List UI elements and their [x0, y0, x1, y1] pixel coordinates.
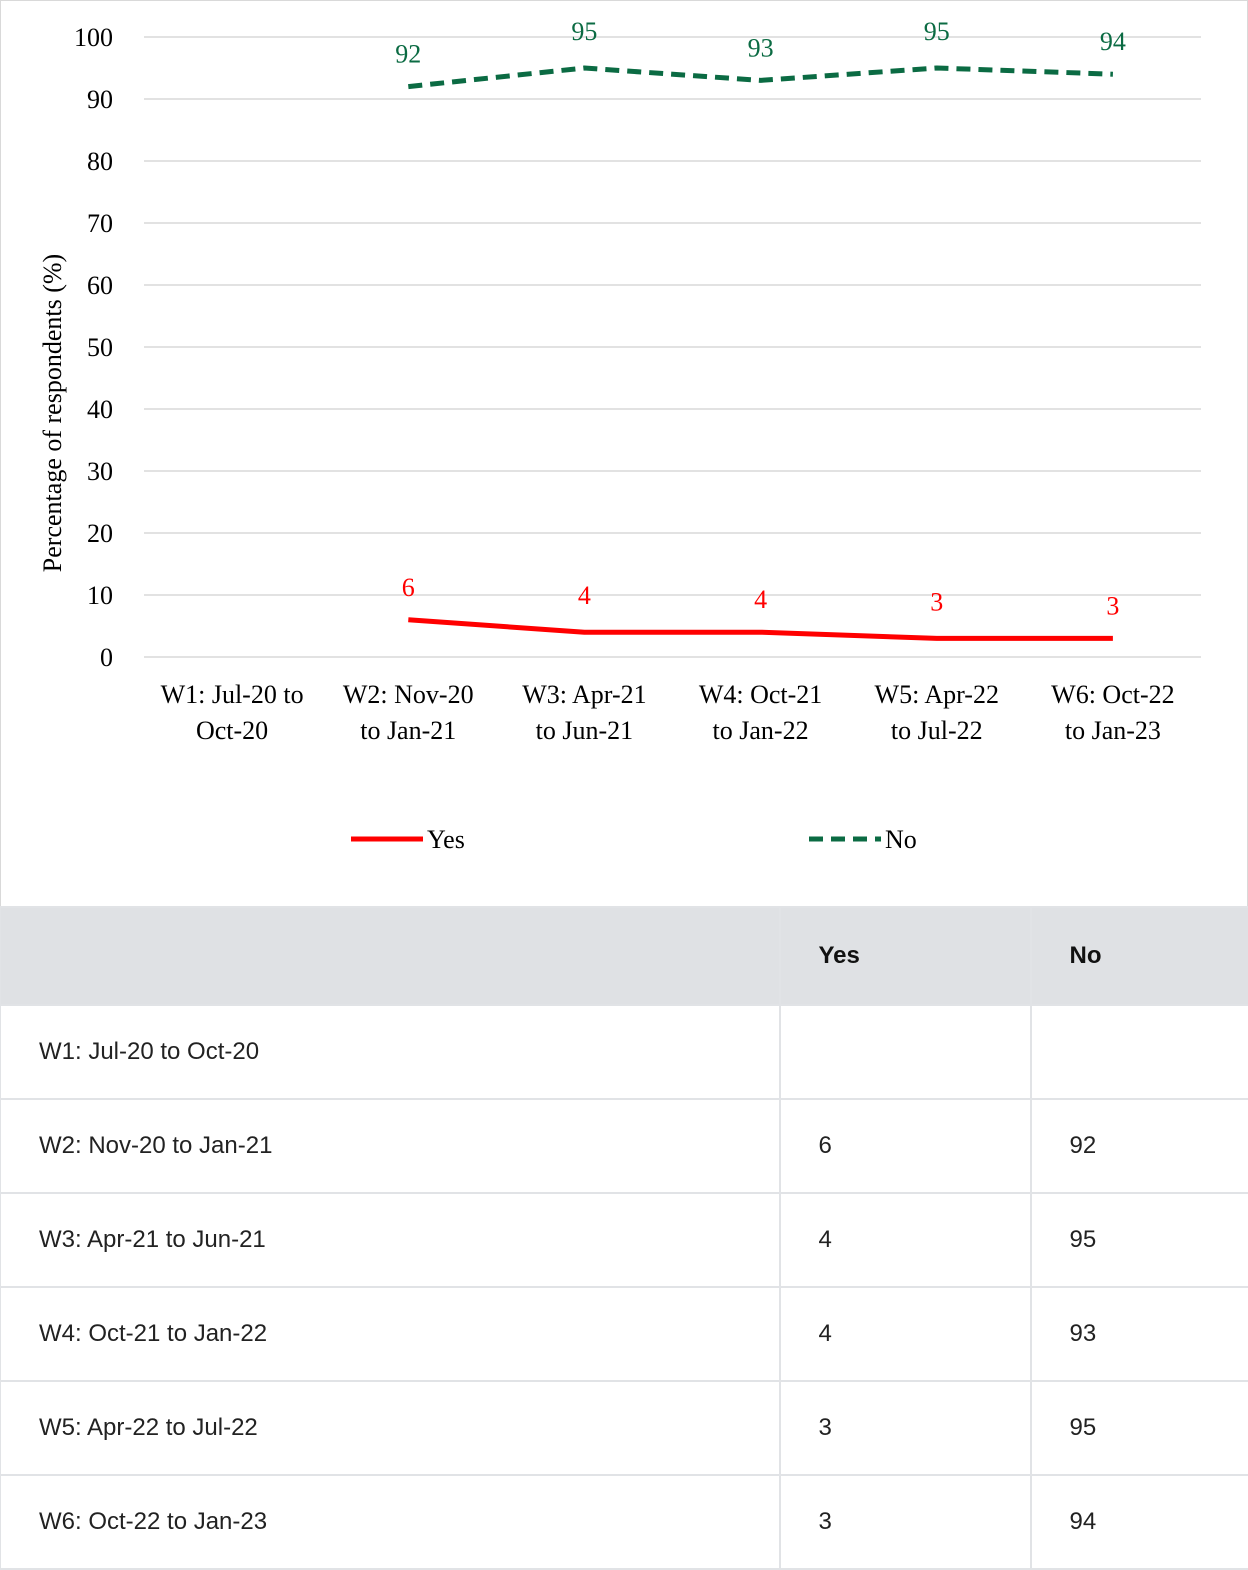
data-label-no: 93: [748, 33, 774, 62]
table-header-row: Yes No: [1, 907, 1248, 1005]
y-tick-label: 50: [87, 333, 113, 362]
row-label: W6: Oct-22 to Jan-23: [1, 1475, 780, 1569]
table-row: W4: Oct-21 to Jan-22 4 93: [1, 1287, 1248, 1381]
yes-value: 4: [780, 1287, 1031, 1381]
yes-value: [780, 1005, 1031, 1099]
series-lines: [408, 68, 1113, 638]
no-value: 95: [1031, 1381, 1248, 1475]
data-label-no: 94: [1100, 27, 1126, 56]
legend: Yes No: [351, 825, 917, 854]
table-row: W5: Apr-22 to Jul-22 3 95: [1, 1381, 1248, 1475]
row-label: W4: Oct-21 to Jan-22: [1, 1287, 780, 1381]
legend-label-no: No: [885, 825, 917, 854]
data-label-yes: 4: [754, 585, 767, 614]
table-row: W2: Nov-20 to Jan-21 6 92: [1, 1099, 1248, 1193]
series-line-yes: [408, 620, 1113, 639]
no-value: [1031, 1005, 1248, 1099]
y-tick-label: 100: [74, 23, 113, 52]
data-labels: 6 4 4 3 3 92 95 93 95 94: [395, 17, 1126, 620]
data-label-yes: 6: [402, 573, 415, 602]
no-value: 95: [1031, 1193, 1248, 1287]
yes-value: 4: [780, 1193, 1031, 1287]
y-tick-label: 40: [87, 395, 113, 424]
data-label-no: 95: [924, 17, 950, 46]
no-value: 92: [1031, 1099, 1248, 1193]
data-label-yes: 4: [578, 581, 591, 610]
row-label: W1: Jul-20 to Oct-20: [1, 1005, 780, 1099]
yes-value: 3: [780, 1475, 1031, 1569]
legend-label-yes: Yes: [427, 825, 465, 854]
table-row: W3: Apr-21 to Jun-21 4 95: [1, 1193, 1248, 1287]
y-tick-label: 30: [87, 457, 113, 486]
y-tick-label: 70: [87, 209, 113, 238]
no-value: 93: [1031, 1287, 1248, 1381]
data-label-no: 92: [395, 40, 421, 69]
data-label-no: 95: [571, 17, 597, 46]
y-tick-label: 0: [100, 643, 113, 672]
data-table: Yes No W1: Jul-20 to Oct-20 W2: Nov-20 t…: [0, 906, 1248, 1570]
table-header-yes: Yes: [780, 907, 1031, 1005]
table-row: W1: Jul-20 to Oct-20: [1, 1005, 1248, 1099]
row-label: W5: Apr-22 to Jul-22: [1, 1381, 780, 1475]
y-axis-ticks: 0 10 20 30 40 50 60 70 80 90 100: [74, 23, 113, 672]
data-label-yes: 3: [1106, 591, 1119, 620]
y-tick-label: 80: [87, 147, 113, 176]
table-header-no: No: [1031, 907, 1248, 1005]
row-label: W2: Nov-20 to Jan-21: [1, 1099, 780, 1193]
gridlines: [144, 37, 1201, 657]
y-tick-label: 60: [87, 271, 113, 300]
y-tick-label: 90: [87, 85, 113, 114]
yes-value: 6: [780, 1099, 1031, 1193]
row-label: W3: Apr-21 to Jun-21: [1, 1193, 780, 1287]
table-row: W6: Oct-22 to Jan-23 3 94: [1, 1475, 1248, 1569]
no-value: 94: [1031, 1475, 1248, 1569]
y-tick-label: 10: [87, 581, 113, 610]
yes-value: 3: [780, 1381, 1031, 1475]
data-label-yes: 3: [930, 587, 943, 616]
table-header-category: [1, 907, 780, 1005]
y-tick-label: 20: [87, 519, 113, 548]
series-line-no: [408, 68, 1113, 87]
y-axis-label: Percentage of respondents (%): [38, 254, 67, 572]
